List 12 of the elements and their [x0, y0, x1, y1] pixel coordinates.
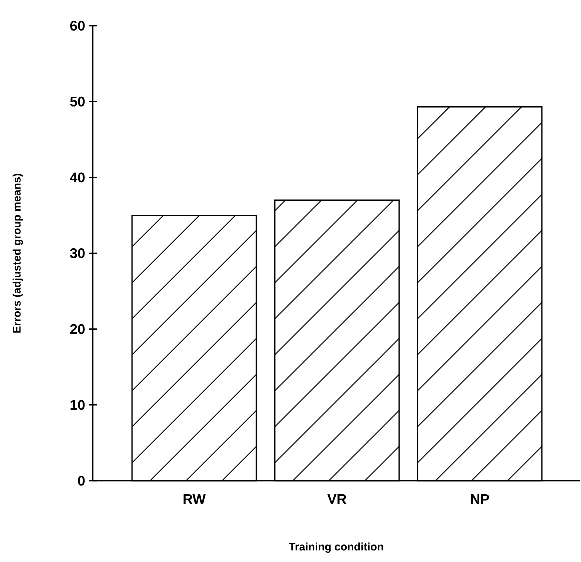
y-tick-label: 20 — [70, 324, 85, 334]
y-tick-label: 40 — [70, 172, 85, 183]
y-tick-label: 60 — [70, 21, 85, 31]
x-tick-label: VR — [328, 494, 347, 504]
x-axis-title: Training condition — [289, 542, 384, 554]
y-tick-label: 0 — [78, 476, 85, 486]
y-axis-title: Errors (adjusted group means) — [12, 174, 24, 333]
y-tick-label: 30 — [70, 248, 85, 258]
y-tick-label: 10 — [70, 400, 85, 410]
y-tick-label: 50 — [70, 96, 85, 107]
x-tick-label: RW — [184, 494, 206, 504]
x-tick-label: NP — [471, 494, 490, 504]
